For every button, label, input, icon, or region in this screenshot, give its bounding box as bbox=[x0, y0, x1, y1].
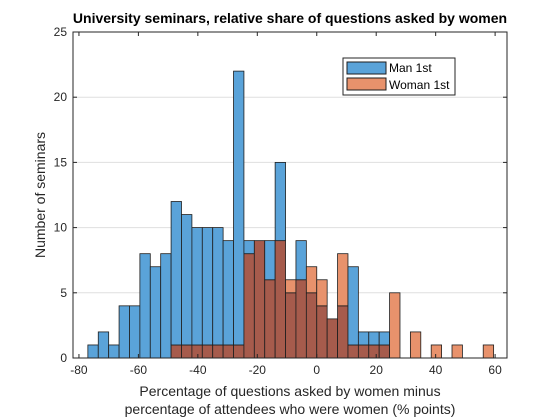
man-1st-bar bbox=[129, 305, 141, 359]
man-1st-bar bbox=[357, 331, 370, 346]
man-1st-bar bbox=[274, 161, 286, 242]
overlap-bar bbox=[222, 344, 234, 359]
woman-1st-bar bbox=[430, 344, 443, 359]
man-1st-bar bbox=[170, 201, 182, 346]
overlap-bar bbox=[181, 344, 193, 359]
overlap-bar bbox=[326, 318, 338, 359]
man-1st-bar bbox=[87, 344, 99, 359]
overlap-bar bbox=[305, 292, 318, 359]
overlap-bar bbox=[264, 279, 276, 359]
x-tick-label: -60 bbox=[130, 363, 148, 377]
x-tick-label: -20 bbox=[249, 363, 267, 377]
man-1st-bar bbox=[222, 240, 234, 346]
overlap-bar bbox=[233, 344, 245, 359]
overlap-bar bbox=[347, 344, 359, 359]
y-tick-label: 5 bbox=[60, 286, 67, 300]
man-1st-bar bbox=[347, 266, 359, 346]
woman-1st-bar bbox=[285, 279, 297, 294]
man-1st-bar bbox=[264, 240, 276, 281]
overlap-bar bbox=[201, 344, 214, 359]
overlap-bar bbox=[285, 292, 297, 359]
man-1st-bar bbox=[201, 227, 214, 346]
man-1st-bar bbox=[368, 331, 380, 346]
legend-swatch-man-1st bbox=[346, 61, 387, 75]
man-1st-bar bbox=[108, 344, 120, 359]
plot-box bbox=[72, 31, 508, 359]
man-1st-bar bbox=[233, 70, 245, 346]
overlap-bar bbox=[253, 240, 266, 359]
man-1st-bar bbox=[118, 305, 130, 359]
overlap-bar bbox=[274, 240, 286, 359]
x-axis-label-line-1: Percentage of questions asked by women m… bbox=[139, 383, 440, 399]
x-tick-label: 0 bbox=[313, 363, 320, 377]
chart-title: University seminars, relative share of q… bbox=[73, 10, 507, 26]
overlap-bar bbox=[316, 305, 328, 359]
y-tick-label: 10 bbox=[54, 221, 68, 235]
overlap-bar bbox=[378, 344, 390, 359]
woman-1st-bar bbox=[451, 344, 463, 359]
woman-1st-bar bbox=[337, 253, 349, 307]
x-tick-label: -40 bbox=[189, 363, 207, 377]
woman-1st-bar bbox=[482, 344, 495, 359]
man-1st-bar bbox=[97, 331, 110, 359]
y-tick-label: 25 bbox=[54, 25, 68, 39]
x-axis-label-line-2: percentage of attendees who were women (… bbox=[125, 401, 456, 417]
y-tick-label: 0 bbox=[60, 351, 67, 365]
overlap-bar bbox=[295, 279, 307, 359]
legend[interactable]: Man 1st Woman 1st bbox=[342, 57, 456, 96]
x-tick-label: 40 bbox=[429, 363, 443, 377]
overlap-bar bbox=[368, 344, 380, 359]
x-tick-label: 60 bbox=[488, 363, 502, 377]
axes bbox=[72, 31, 508, 359]
man-1st-bar bbox=[191, 227, 203, 346]
man-1st-bar bbox=[378, 331, 390, 346]
legend-label-man-1st: Man 1st bbox=[389, 61, 432, 75]
man-1st-bar bbox=[212, 227, 224, 346]
legend-label-woman-1st: Woman 1st bbox=[389, 78, 450, 92]
y-tick-label: 15 bbox=[54, 155, 68, 169]
man-1st-bar bbox=[295, 240, 307, 281]
overlap-bar bbox=[337, 305, 349, 359]
y-axis-label: Number of seminars bbox=[32, 132, 48, 258]
tick-labels: -80 -60 -40 -20 0 20 40 60 0 5 10 15 20 25 bbox=[54, 25, 502, 377]
woman-1st-bar bbox=[316, 279, 328, 307]
y-tick-label: 20 bbox=[54, 90, 68, 104]
man-1st-bar bbox=[139, 253, 151, 359]
overlap-bar bbox=[243, 253, 255, 359]
woman-1st-bar bbox=[389, 292, 401, 359]
overlap-bar bbox=[170, 344, 182, 359]
woman-1st-bar bbox=[305, 266, 318, 294]
overlap-bar bbox=[357, 344, 370, 359]
man-1st-bar bbox=[243, 240, 255, 255]
woman-1st-bar bbox=[409, 331, 422, 359]
man-1st-bar bbox=[181, 214, 193, 346]
x-tick-label: 20 bbox=[370, 363, 384, 377]
x-tick-label: -80 bbox=[70, 363, 88, 377]
man-1st-bar bbox=[160, 253, 172, 359]
legend-swatch-woman-1st bbox=[346, 77, 387, 91]
overlap-bar bbox=[212, 344, 224, 359]
overlap-bar bbox=[191, 344, 203, 359]
histogram-bars bbox=[87, 70, 495, 359]
man-1st-bar bbox=[149, 266, 162, 359]
